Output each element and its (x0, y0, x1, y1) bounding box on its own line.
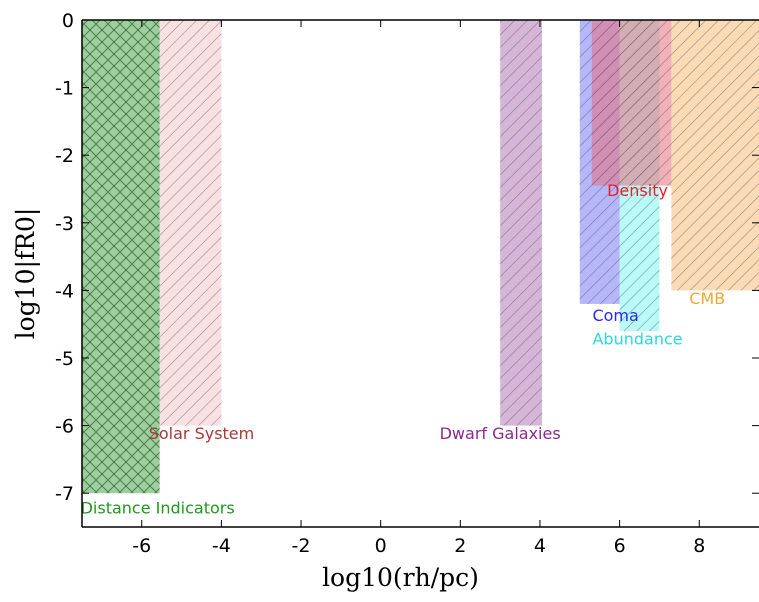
y-tick-label: -7 (55, 483, 74, 505)
x-tick-label: 2 (454, 535, 466, 557)
labels-layer: Distance Indicators Solar System Dwarf Gal… (81, 181, 726, 518)
x-axis-label: log10(rh/pc) (322, 563, 479, 592)
y-tick-label: -4 (55, 280, 74, 302)
region-solar-system (159, 20, 222, 426)
region-label: Distance Indicators (81, 498, 235, 517)
region-label: Abundance (592, 329, 682, 348)
region-label: Coma (592, 306, 638, 325)
region-cmb (671, 20, 759, 291)
region-label: Solar System (149, 424, 255, 443)
y-tick-label: -6 (55, 416, 74, 438)
y-axis-label: log10|fR0| (11, 208, 41, 340)
x-tick-label: -2 (292, 535, 311, 557)
y-tick-label: -3 (55, 213, 74, 235)
regions-layer (82, 20, 759, 494)
x-tick-label: -6 (132, 535, 151, 557)
region-label: Density (607, 181, 668, 200)
region-dwarf-galaxies (500, 20, 542, 426)
region-density (591, 20, 672, 186)
region-label: CMB (689, 289, 725, 308)
region-hatch (82, 20, 160, 494)
region-distance-indicators (82, 20, 160, 494)
x-tick-label: 8 (693, 535, 705, 557)
region-label: Dwarf Galaxies (440, 424, 561, 443)
region-hatch (500, 20, 542, 426)
region-hatch (671, 20, 759, 291)
y-tick-label: -5 (55, 348, 74, 370)
axes-layer: -6 -4 -2 0 2 4 6 8 0 -1 -2 -3 -4 -5 -6 -7 log10(rh/pc) lo… (11, 10, 759, 592)
x-tick-label: 6 (614, 535, 626, 557)
x-tick-label: 0 (375, 535, 387, 557)
region-hatch (591, 20, 672, 186)
x-tick-label: -4 (212, 535, 231, 557)
y-tick-label: -2 (55, 145, 74, 167)
region-hatch (159, 20, 222, 426)
x-tick-label: 4 (534, 535, 546, 557)
y-tick-label: -1 (55, 78, 74, 100)
y-tick-label: 0 (62, 10, 74, 32)
